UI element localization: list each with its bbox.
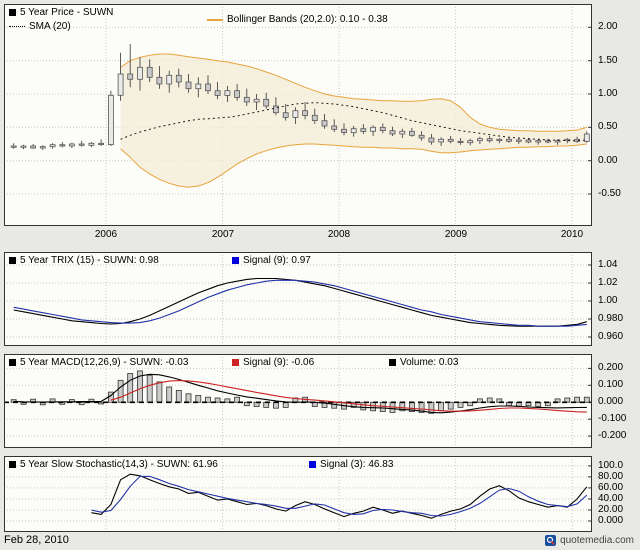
trix-y-axis: 1.04 1.02 1.00 0.980 0.960 xyxy=(594,252,638,346)
x-tick-label: 2007 xyxy=(211,229,235,240)
y-tick-label: 1.00 xyxy=(598,88,618,99)
macd-chart xyxy=(4,354,592,448)
trix-chart xyxy=(4,252,592,346)
y-tick-label: 0.000 xyxy=(598,515,624,526)
y-tick-label: 0.960 xyxy=(598,331,624,342)
y-tick-label: -0.50 xyxy=(598,188,621,199)
y-tick-label: 0.980 xyxy=(598,313,624,324)
y-tick-label: 1.00 xyxy=(598,295,618,306)
y-tick-label: 40.00 xyxy=(598,493,624,504)
footer: Feb 28, 2010 quotemedia.com xyxy=(4,534,634,546)
y-tick-label: 1.02 xyxy=(598,277,618,288)
x-tick-label: 2006 xyxy=(94,229,118,240)
y-tick-label: -0.200 xyxy=(598,430,627,441)
y-tick-label: 20.00 xyxy=(598,504,624,515)
branding-link[interactable]: quotemedia.com xyxy=(545,534,634,546)
date-label: Feb 28, 2010 xyxy=(4,534,69,546)
y-tick-label: 0.50 xyxy=(598,121,618,132)
quotemedia-logo-icon xyxy=(545,534,557,546)
x-tick-label: 2010 xyxy=(560,229,584,240)
y-tick-label: 80.00 xyxy=(598,471,624,482)
macd-panel: 5 Year MACD(12,26,9) - SUWN: -0.03 Signa… xyxy=(4,354,638,448)
stochastic-y-axis: 100.0 80.00 60.00 40.00 20.00 0.000 xyxy=(594,456,638,532)
y-tick-label: 0.100 xyxy=(598,379,624,390)
x-tick-label: 2008 xyxy=(327,229,351,240)
y-tick-label: 2.00 xyxy=(598,21,618,32)
macd-y-axis: 0.200 0.100 0.000 -0.100 -0.200 xyxy=(594,354,638,448)
y-tick-label: 0.00 xyxy=(598,155,618,166)
x-tick-label: 2009 xyxy=(444,229,468,240)
y-tick-label: -0.100 xyxy=(598,413,627,424)
y-tick-label: 1.04 xyxy=(598,259,618,270)
trix-panel: 5 Year TRIX (15) - SUWN: 0.98 Signal (9)… xyxy=(4,252,638,346)
y-tick-label: 60.00 xyxy=(598,482,624,493)
time-x-axis: 2006 2007 2008 2009 2010 xyxy=(4,228,592,242)
y-tick-label: 0.200 xyxy=(598,362,624,373)
y-tick-label: 100.0 xyxy=(598,460,624,471)
price-panel: 5 Year Price - SUWN SMA (20) Bollinger B… xyxy=(4,4,638,240)
y-tick-label: 1.50 xyxy=(598,55,618,66)
stochastic-chart xyxy=(4,456,592,532)
stochastic-panel: 5 Year Slow Stochastic(14,3) - SUWN: 61.… xyxy=(4,456,638,532)
price-chart xyxy=(4,4,592,226)
price-y-axis: 2.00 1.50 1.00 0.50 0.00 -0.50 xyxy=(594,4,638,226)
y-tick-label: 0.000 xyxy=(598,396,624,407)
branding-text: quotemedia.com xyxy=(560,534,634,546)
